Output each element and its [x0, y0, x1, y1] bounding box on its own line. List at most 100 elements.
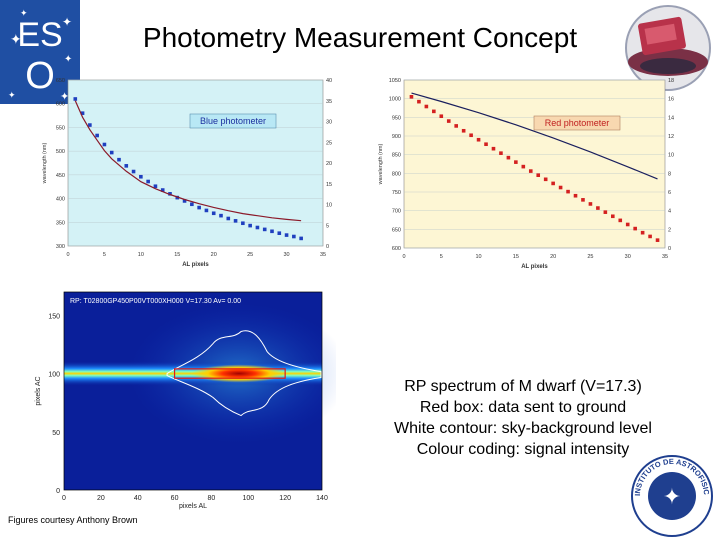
caption-line: Colour coding: signal intensity: [416, 441, 630, 458]
data-point: [219, 213, 223, 218]
data-point: [109, 150, 114, 155]
y-tick-label: 500: [56, 149, 65, 155]
data-point: [566, 189, 570, 194]
data-point: [543, 177, 548, 182]
data-point: [648, 234, 652, 239]
x-tick-label: 60: [171, 495, 179, 502]
y2-tick-label: 30: [326, 120, 332, 126]
x-axis-label: AL pixels: [182, 262, 209, 268]
y-tick-label: 1000: [389, 97, 401, 103]
data-point: [499, 151, 503, 155]
data-point: [233, 219, 238, 223]
y2-tick-label: 8: [668, 171, 671, 177]
caption-line: RP spectrum of M dwarf (V=17.3): [404, 378, 642, 395]
sky-background-contour: [166, 330, 322, 417]
y2-tick-label: 12: [668, 134, 674, 140]
red-photometer-chart: 600 650 700 750 800 850 900 950 1000 1050 0 2 4 6 8 10 1…: [368, 76, 689, 274]
x-tick-label: 100: [242, 495, 254, 502]
y-tick-label: 600: [392, 246, 401, 252]
y-tick-label: 950: [392, 115, 401, 121]
data-point: [197, 205, 201, 210]
y-axis-label: wavelength (nm): [378, 144, 384, 186]
data-point: [409, 95, 414, 99]
figure-credit: Figures courtesy Anthony Brown: [8, 515, 138, 525]
caption-line: Red box: data sent to ground: [419, 399, 627, 416]
gaia-logo: [616, 0, 720, 104]
y2-tick-label: 10: [668, 153, 674, 159]
data-point: [88, 123, 92, 127]
y-tick-label: 1050: [389, 78, 401, 84]
data-point: [596, 206, 600, 210]
y-axis-label: pixels AC: [35, 376, 42, 405]
heatmap-title: RP: T02800GP450P00VT000XH000 V=17.30 Av=…: [70, 298, 241, 305]
y-tick-label: 350: [56, 220, 65, 226]
data-point: [80, 111, 85, 115]
data-point: [153, 184, 158, 189]
y2-tick-label: 4: [668, 209, 671, 215]
data-point: [588, 202, 593, 206]
star-icon: ✦: [20, 8, 28, 18]
data-point: [461, 128, 466, 133]
plot-area: [403, 79, 666, 249]
x-tick-label: 20: [211, 252, 217, 258]
x-tick-label: 35: [320, 252, 326, 258]
intensity-core: [191, 364, 288, 383]
data-point: [211, 211, 216, 216]
x-tick-label: 10: [476, 254, 482, 260]
data-point: [551, 181, 555, 186]
x-tick-label: 80: [208, 495, 216, 502]
y-tick-label: 50: [52, 430, 60, 437]
x-tick-label: 0: [62, 495, 66, 502]
data-point: [432, 109, 436, 114]
data-point: [124, 164, 129, 168]
y2-tick-label: 14: [668, 115, 674, 121]
data-point: [255, 225, 260, 230]
x-tick-label: 15: [513, 254, 519, 260]
series-line: [74, 100, 302, 222]
data-point: [284, 233, 289, 237]
data-point: [536, 173, 541, 177]
y-tick-label: 600: [56, 102, 65, 108]
y2-tick-label: 20: [326, 161, 332, 167]
y2-tick-label: 25: [326, 140, 332, 146]
data-point: [640, 230, 645, 235]
data-point: [514, 160, 518, 164]
slide-title: Photometry Measurement Concept: [142, 22, 578, 53]
data-point: [299, 236, 303, 241]
data-point: [469, 133, 473, 138]
series-line: [411, 92, 658, 180]
data-point: [633, 226, 637, 231]
y-tick-label: 900: [392, 134, 401, 140]
chart-title-box: Blue photometer: [189, 113, 277, 129]
y-tick-label: 750: [392, 190, 401, 196]
y-tick-label: 650: [392, 227, 401, 233]
y2-tick-label: 6: [668, 190, 671, 196]
x-tick-label: 35: [662, 254, 668, 260]
chart-title-bg: [533, 115, 621, 131]
data-point: [168, 192, 172, 196]
data-point: [226, 216, 231, 221]
x-tick-label: 5: [440, 254, 443, 260]
data-point: [417, 99, 421, 104]
data-point: [484, 142, 488, 147]
data-point: [454, 124, 458, 128]
data-point: [160, 188, 165, 192]
star-icon: ✦: [62, 15, 72, 29]
data-point: [146, 179, 150, 184]
data-point: [117, 157, 121, 162]
y2-tick-label: 0: [668, 246, 671, 252]
chart-title: Red photometer: [545, 118, 610, 128]
star-icon: ✦: [10, 31, 22, 47]
chart-title-bg: [189, 113, 277, 129]
y2-tick-label: 16: [668, 97, 674, 103]
x-axis-label: pixels AL: [179, 503, 207, 510]
y2-tick-label: 40: [326, 78, 332, 84]
data-point: [139, 174, 143, 179]
x-tick-label: 120: [279, 495, 291, 502]
y-tick-label: 850: [392, 153, 401, 159]
chart-title-box: Red photometer: [533, 115, 621, 131]
data-point: [446, 119, 451, 123]
x-tick-label: 20: [550, 254, 556, 260]
y2-tick-label: 18: [668, 78, 674, 84]
y2-tick-label: 5: [326, 223, 329, 229]
